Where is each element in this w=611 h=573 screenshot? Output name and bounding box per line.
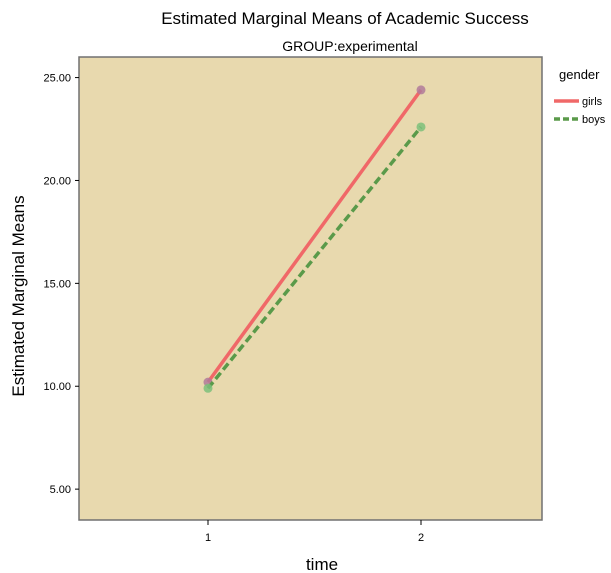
x-tick-label: 1 bbox=[205, 532, 211, 544]
series-layer bbox=[203, 85, 426, 393]
legend: gender girls boys bbox=[554, 67, 606, 126]
chart-subtitle: GROUP:experimental bbox=[282, 38, 417, 54]
x-tick-label: 2 bbox=[418, 532, 424, 544]
y-tick-label: 10.00 bbox=[43, 381, 71, 393]
plot-area bbox=[78, 56, 543, 521]
y-axis: 5.00 10.00 15.00 20.00 25.00 bbox=[43, 73, 79, 496]
x-axis-label: time bbox=[306, 555, 338, 573]
y-tick-label: 5.00 bbox=[50, 484, 71, 496]
y-tick-label: 25.00 bbox=[43, 73, 71, 85]
y-tick-label: 20.00 bbox=[43, 175, 71, 187]
legend-label-girls: girls bbox=[582, 96, 603, 108]
series-line-boys bbox=[206, 125, 423, 390]
legend-label-boys: boys bbox=[582, 114, 606, 126]
data-point-girls bbox=[416, 85, 426, 95]
series-line-girls bbox=[206, 88, 423, 384]
chart-title: Estimated Marginal Means of Academic Suc… bbox=[161, 9, 529, 28]
y-tick-label: 15.00 bbox=[43, 278, 71, 290]
data-point-boys bbox=[416, 122, 426, 132]
y-axis-label: Estimated Marginal Means bbox=[9, 195, 28, 396]
legend-title: gender bbox=[559, 67, 600, 82]
data-point-boys bbox=[203, 383, 213, 393]
